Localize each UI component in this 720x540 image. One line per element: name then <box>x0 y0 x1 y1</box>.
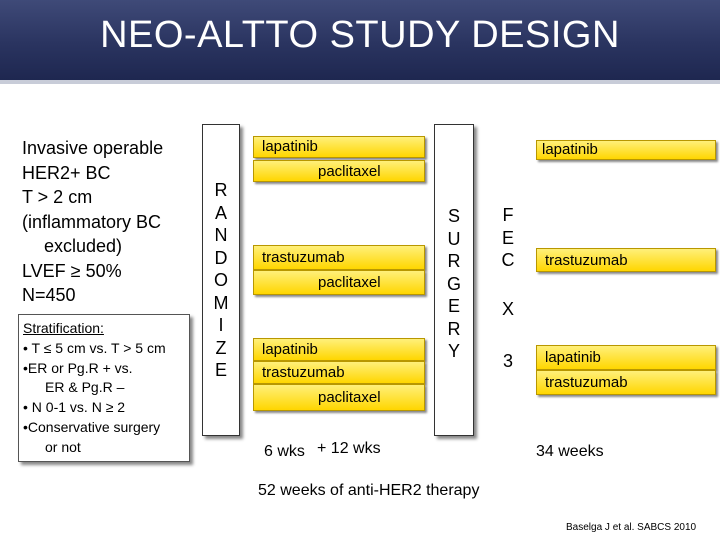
post-arm1-lapatinib-label: lapatinib <box>542 141 598 158</box>
randomize-letter: O <box>213 270 228 290</box>
fec-regimen: F E C X 3 <box>496 204 520 373</box>
criteria-line: LVEF ≥ 50% <box>22 260 122 281</box>
arm2-trastuzumab-bar <box>253 245 425 270</box>
criteria-line: (inflammatory BC <box>22 211 162 232</box>
fec-letter: F <box>502 205 514 225</box>
timeline-34-weeks: 34 weeks <box>536 443 604 460</box>
arm2-paclitaxel-label: paclitaxel <box>318 274 381 291</box>
randomize-letter: R <box>214 180 228 200</box>
stratification-item: •Conservative surgery <box>23 418 161 435</box>
criteria-line: excluded) <box>44 236 123 256</box>
arm1-lapatinib-label: lapatinib <box>262 138 318 155</box>
criteria-line: T > 2 cm <box>22 187 93 207</box>
timeline-6-weeks: 6 wks <box>264 443 305 460</box>
surgery-letter: S <box>447 206 460 226</box>
criteria-line: HER2+ BC <box>22 162 111 183</box>
criteria-line: N=450 <box>22 285 76 305</box>
surgery-letter: U <box>447 228 461 249</box>
arm1-paclitaxel-bar <box>253 160 425 182</box>
arm3-paclitaxel-bar <box>253 384 425 411</box>
fec-letter: E <box>501 227 514 248</box>
stratification-item: ER & Pg.R – <box>45 379 125 396</box>
arm1-lapatinib-bar <box>253 136 425 158</box>
randomize-letter: M <box>213 292 229 313</box>
surgery-letter: E <box>447 296 460 316</box>
surgery-letter: R <box>447 318 461 339</box>
randomize-letter: A <box>214 202 227 223</box>
randomize-letter: I <box>218 315 224 335</box>
citation: Baselga J et al. SABCS 2010 <box>566 522 697 533</box>
surgery-letter: Y <box>447 341 460 361</box>
criteria-line: Invasive operable <box>22 138 164 158</box>
stratification-box: Stratification: • T ≤ 5 cm vs. T > 5 cm … <box>18 314 190 462</box>
stratification-item: • T ≤ 5 cm vs. T > 5 cm <box>23 339 166 356</box>
post-arm2-trastuzumab-label: trastuzumab <box>545 252 628 269</box>
arm2-trastuzumab-label: trastuzumab <box>262 249 345 266</box>
randomize-letter: D <box>214 247 228 268</box>
title-banner: NEO-ALTTO STUDY DESIGN <box>0 0 720 80</box>
fec-letter: C <box>501 250 515 270</box>
stratification-item: •ER or Pg.R + vs. <box>23 359 133 376</box>
arm3-trastuzumab-label: trastuzumab <box>262 364 345 381</box>
eligibility-criteria: Invasive operable HER2+ BC T > 2 cm (inf… <box>22 136 202 308</box>
post-arm1-lapatinib-bar <box>536 140 716 160</box>
post-arm3-trastuzumab-bar <box>536 370 716 395</box>
arm3-lapatinib-label: lapatinib <box>262 341 318 358</box>
slide-title: NEO-ALTTO STUDY DESIGN <box>100 14 620 56</box>
fec-cycles: 3 <box>502 351 513 371</box>
randomize-box: R A N D O M I Z E <box>202 124 240 436</box>
arm3-paclitaxel-label: paclitaxel <box>318 389 381 406</box>
anti-her2-duration: 52 weeks of anti-HER2 therapy <box>258 482 480 499</box>
stratification-item: or not <box>45 438 81 455</box>
surgery-letter: G <box>446 273 461 294</box>
surgery-box: S U R G E R Y <box>434 124 474 436</box>
post-arm3-lapatinib-bar <box>536 345 716 370</box>
randomize-letter: Z <box>215 337 227 358</box>
title-divider <box>0 80 720 84</box>
arm3-trastuzumab-bar <box>253 361 425 384</box>
post-arm3-lapatinib-label: lapatinib <box>545 349 601 366</box>
arm2-paclitaxel-bar <box>253 270 425 295</box>
arm3-lapatinib-bar <box>253 338 425 361</box>
surgery-letter: R <box>447 251 461 271</box>
randomize-letter: N <box>214 225 228 245</box>
randomize-letter: E <box>214 360 227 380</box>
fec-times: X <box>501 298 514 319</box>
post-arm2-trastuzumab-bar <box>536 248 716 272</box>
timeline-12-weeks: + 12 wks <box>317 440 381 457</box>
arm1-paclitaxel-label: paclitaxel <box>318 163 381 180</box>
stratification-item: • N 0-1 vs. N ≥ 2 <box>23 399 126 416</box>
stratification-heading: Stratification: <box>23 320 104 336</box>
post-arm3-trastuzumab-label: trastuzumab <box>545 374 628 391</box>
